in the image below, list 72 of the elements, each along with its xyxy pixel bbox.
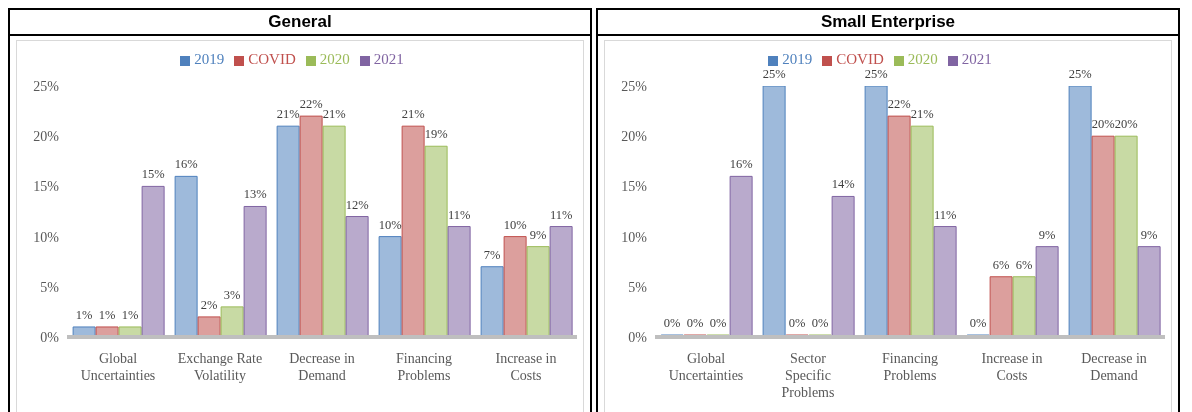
x-tick-label: Global Uncertainties	[668, 351, 744, 383]
data-label: 25%	[762, 67, 786, 81]
data-label: 0%	[663, 316, 681, 330]
data-label: 20%	[1114, 117, 1138, 132]
data-label: 21%	[910, 107, 934, 122]
y-tick-label: 0%	[628, 329, 648, 345]
data-label: 0%	[686, 316, 704, 330]
x-tick-label: Increase in Costs	[981, 351, 1043, 383]
data-label: 21%	[276, 107, 300, 122]
y-tick-label: 10%	[33, 229, 60, 245]
x-tick-label: Global Uncertainties	[80, 351, 156, 383]
legend-label: 2020	[319, 51, 350, 67]
x-tick-label: Financing Problems	[396, 351, 452, 383]
y-tick-label: 20%	[33, 129, 60, 145]
data-label: 6%	[1015, 257, 1033, 272]
data-label: 12%	[345, 197, 369, 212]
data-label: 11%	[447, 207, 471, 222]
legend-label: 2020	[907, 51, 938, 67]
y-tick-label: 5%	[628, 279, 648, 295]
data-label: 13%	[243, 187, 267, 202]
data-label: 3%	[223, 287, 241, 302]
x-tick-label: Decrease in Demand	[289, 351, 355, 383]
data-label: 25%	[1068, 67, 1092, 81]
data-label: 10%	[378, 217, 402, 232]
data-label: 15%	[141, 167, 165, 182]
data-label: 1%	[75, 307, 93, 322]
y-tick-label: 25%	[621, 78, 648, 94]
x-tick-label: Sector Specific Problems	[781, 351, 835, 400]
legend-label: 2019	[194, 51, 225, 67]
data-label: 16%	[174, 157, 198, 172]
y-tick-label: 5%	[40, 279, 60, 295]
data-label: 9%	[529, 227, 547, 242]
data-label: 21%	[401, 107, 425, 122]
legend-label: COVID	[836, 51, 884, 67]
x-tick-label: Increase in Costs	[495, 351, 557, 383]
x-tick-label: Decrease in Demand	[1081, 351, 1147, 383]
data-label: 21%	[322, 107, 346, 122]
legend-label: 2021	[961, 51, 992, 67]
data-label: 7%	[483, 247, 501, 262]
x-tick-label: Financing Problems	[882, 351, 938, 383]
data-label: 22%	[299, 97, 323, 112]
data-label: 11%	[549, 207, 573, 222]
data-label: 14%	[831, 177, 855, 192]
data-label: 0%	[788, 316, 806, 330]
chart-title: Small Enterprise	[598, 10, 1178, 36]
data-label: 6%	[992, 257, 1010, 272]
y-tick-label: 20%	[621, 129, 648, 145]
y-tick-label: 10%	[621, 229, 648, 245]
data-label: 1%	[121, 307, 139, 322]
legend-label: 2019	[782, 51, 813, 67]
y-tick-label: 0%	[40, 329, 60, 345]
chart-title: General	[10, 10, 590, 36]
data-label: 0%	[811, 316, 829, 330]
data-label: 9%	[1038, 227, 1056, 242]
y-tick-label: 15%	[621, 179, 648, 195]
x-tick-label: Exchange Rate Volatility	[177, 351, 263, 383]
data-label: 0%	[709, 316, 727, 330]
data-label: 25%	[864, 67, 888, 81]
data-label: 11%	[933, 207, 957, 222]
data-label: 10%	[503, 217, 527, 232]
y-tick-label: 25%	[33, 78, 60, 94]
data-label: 9%	[1140, 227, 1158, 242]
data-label: 0%	[969, 316, 987, 330]
y-tick-label: 15%	[33, 179, 60, 195]
data-label: 22%	[887, 97, 911, 112]
data-label: 2%	[200, 297, 218, 312]
legend-label: COVID	[248, 51, 296, 67]
legend-label: 2021	[373, 51, 404, 67]
data-label: 1%	[98, 307, 116, 322]
data-label: 20%	[1091, 117, 1115, 132]
data-label: 19%	[424, 127, 448, 142]
data-label: 16%	[729, 157, 753, 172]
